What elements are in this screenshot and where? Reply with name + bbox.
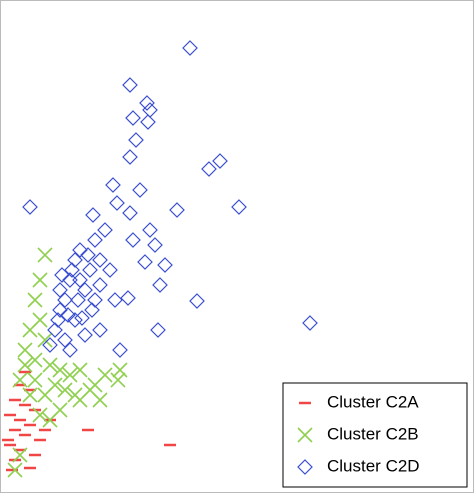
point bbox=[54, 267, 70, 283]
point bbox=[12, 372, 28, 388]
point bbox=[122, 77, 138, 93]
point bbox=[42, 357, 58, 373]
point bbox=[72, 242, 88, 258]
point bbox=[37, 332, 53, 348]
point bbox=[87, 232, 103, 248]
point bbox=[32, 272, 48, 288]
point bbox=[150, 322, 166, 338]
point bbox=[47, 322, 63, 338]
point bbox=[50, 312, 66, 328]
point bbox=[152, 277, 168, 293]
point bbox=[97, 367, 113, 383]
point bbox=[52, 362, 68, 378]
point bbox=[72, 362, 88, 378]
point bbox=[112, 362, 128, 378]
point bbox=[52, 302, 68, 318]
point bbox=[231, 199, 247, 215]
point bbox=[140, 114, 156, 130]
point bbox=[189, 293, 205, 309]
point bbox=[74, 310, 90, 326]
point bbox=[82, 262, 98, 278]
point bbox=[84, 302, 100, 318]
point bbox=[77, 282, 93, 298]
point bbox=[12, 447, 28, 463]
point bbox=[70, 292, 86, 308]
point bbox=[182, 40, 198, 56]
point bbox=[102, 262, 118, 278]
point bbox=[62, 367, 78, 383]
point bbox=[22, 387, 38, 403]
point bbox=[302, 315, 318, 331]
point bbox=[57, 382, 73, 398]
point bbox=[128, 132, 144, 148]
point bbox=[110, 372, 126, 388]
point bbox=[157, 257, 173, 273]
point bbox=[109, 195, 125, 211]
point bbox=[142, 222, 158, 238]
point bbox=[80, 247, 96, 263]
legend-label: Cluster C2D bbox=[327, 456, 420, 475]
point bbox=[27, 352, 43, 368]
point bbox=[32, 407, 48, 423]
legend-label: Cluster C2B bbox=[327, 424, 419, 443]
point bbox=[139, 95, 155, 111]
point bbox=[32, 312, 48, 328]
point bbox=[67, 252, 83, 268]
point bbox=[112, 342, 128, 358]
point bbox=[137, 254, 153, 270]
point bbox=[212, 153, 228, 169]
point bbox=[142, 102, 158, 118]
point bbox=[62, 342, 78, 358]
point bbox=[72, 272, 88, 288]
point bbox=[67, 387, 83, 403]
point bbox=[132, 182, 148, 198]
point bbox=[87, 292, 103, 308]
point bbox=[42, 337, 58, 353]
point bbox=[57, 332, 73, 348]
point bbox=[67, 312, 83, 328]
point bbox=[97, 222, 113, 238]
point bbox=[120, 290, 136, 306]
point bbox=[52, 282, 68, 298]
point bbox=[147, 237, 163, 253]
point bbox=[42, 412, 58, 428]
point bbox=[107, 292, 123, 308]
point bbox=[85, 207, 101, 223]
point bbox=[125, 232, 141, 248]
point bbox=[82, 382, 98, 398]
legend-marker bbox=[297, 427, 313, 443]
legend-marker bbox=[297, 459, 313, 475]
point bbox=[201, 161, 217, 177]
point bbox=[122, 205, 138, 221]
point bbox=[77, 327, 93, 343]
point bbox=[92, 322, 108, 338]
point bbox=[37, 387, 53, 403]
point bbox=[169, 202, 185, 218]
point bbox=[122, 149, 138, 165]
point bbox=[22, 199, 38, 215]
point bbox=[57, 292, 73, 308]
point bbox=[92, 277, 108, 293]
point bbox=[125, 110, 141, 126]
legend-box bbox=[282, 382, 468, 488]
point bbox=[105, 177, 121, 193]
point bbox=[64, 262, 80, 278]
point bbox=[7, 462, 23, 478]
point bbox=[37, 247, 53, 263]
point bbox=[27, 292, 43, 308]
point bbox=[17, 357, 33, 373]
point bbox=[60, 307, 76, 323]
legend-label: Cluster C2A bbox=[327, 392, 419, 411]
point bbox=[27, 372, 43, 388]
point bbox=[92, 252, 108, 268]
